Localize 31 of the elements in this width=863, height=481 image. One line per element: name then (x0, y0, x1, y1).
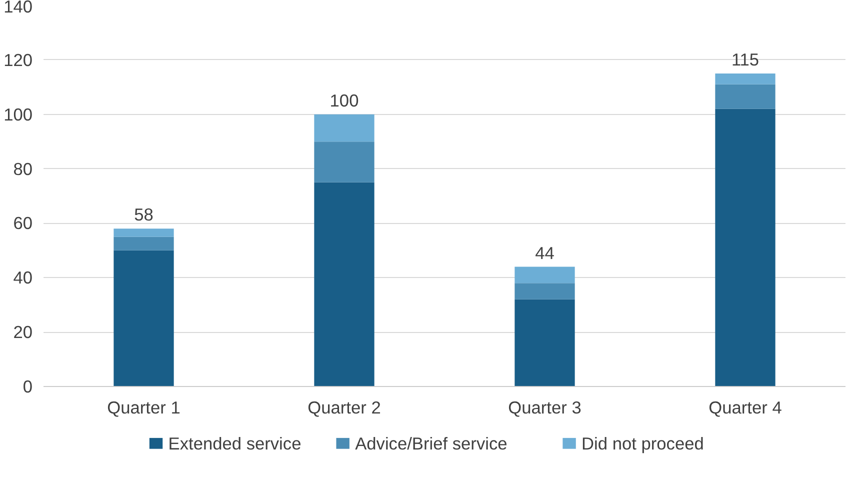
y-tick-label: 100 (4, 104, 33, 124)
bar (514, 266, 575, 284)
bar (114, 228, 174, 237)
bar (715, 84, 776, 109)
bar (114, 236, 174, 250)
total-label: 100 (330, 90, 359, 110)
y-tick-label: 0 (22, 376, 33, 396)
total-label: 58 (134, 204, 154, 225)
x-tick-label: Quarter 2 (308, 398, 381, 418)
total-label: 44 (535, 242, 555, 263)
y-tick-label: 60 (13, 213, 33, 234)
bar (715, 74, 776, 84)
bar (514, 299, 575, 386)
y-tick-label: 20 (13, 322, 33, 342)
x-tick-label: Quarter 1 (107, 398, 180, 418)
bar (314, 182, 374, 386)
legend-label: Did not proceed (582, 433, 704, 454)
y-tick-label: 120 (4, 50, 33, 70)
bar (715, 108, 776, 386)
y-tick-label: 140 (4, 0, 33, 16)
x-tick-label: Quarter 4 (708, 398, 782, 418)
bar (314, 142, 374, 182)
legend-label: Extended service (168, 433, 302, 454)
legend-label: Advice/Brief service (355, 433, 508, 454)
bar (314, 114, 374, 142)
total-label: 115 (731, 50, 760, 70)
x-tick-label: Quarter 3 (508, 398, 582, 418)
bar (114, 250, 174, 386)
bar (514, 283, 575, 300)
y-tick-label: 80 (13, 158, 33, 179)
y-tick-label: 40 (13, 268, 33, 288)
